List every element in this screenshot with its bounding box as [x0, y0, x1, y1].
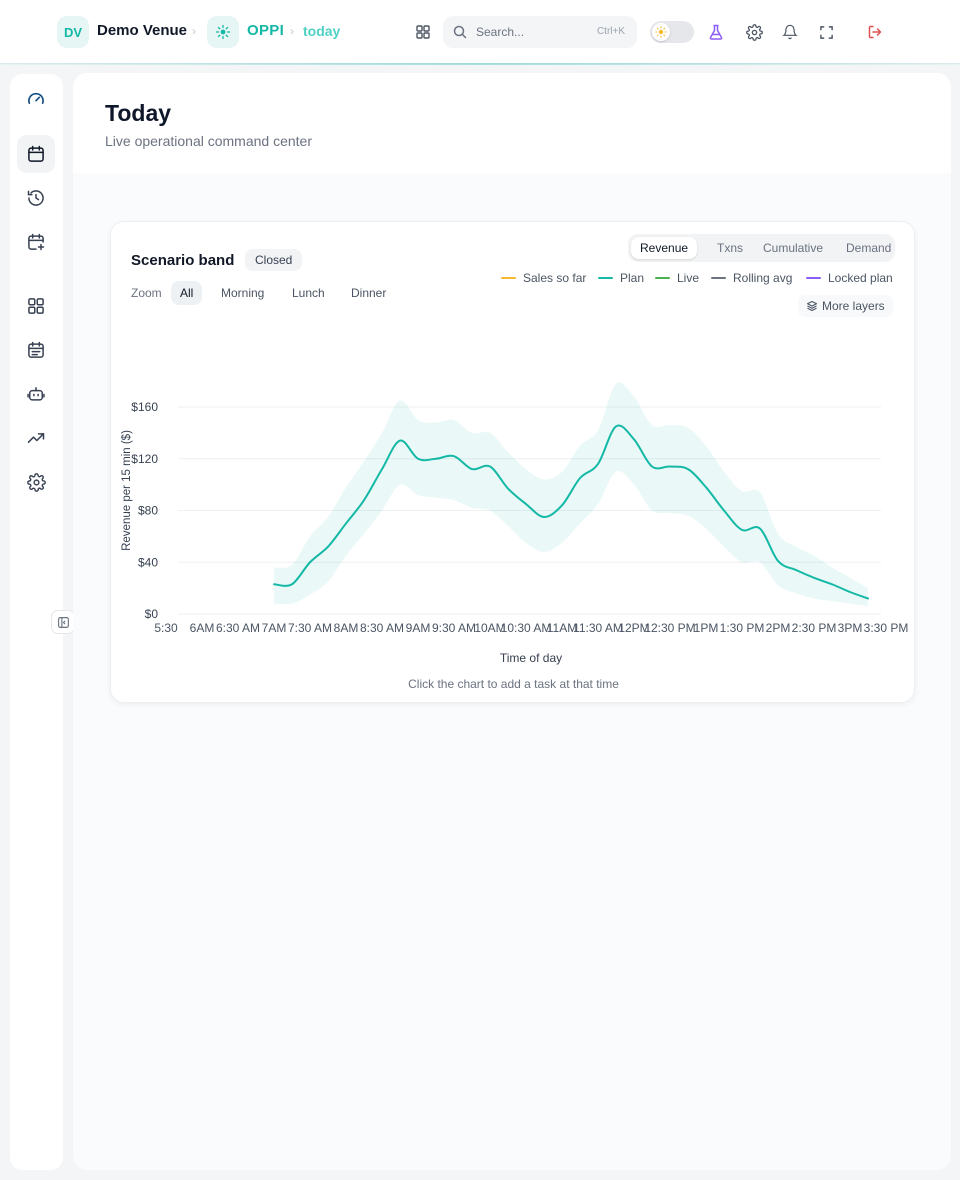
card-title: Scenario band: [131, 252, 235, 269]
x-tick-label: 12PM: [618, 621, 649, 635]
legend-swatch: [598, 277, 613, 279]
status-badge: Closed: [245, 249, 303, 271]
x-tick-label: 10AM: [474, 621, 505, 635]
legend-swatch: [501, 277, 516, 279]
bell-icon[interactable]: [778, 20, 802, 44]
legend-label: Sales so far: [523, 271, 587, 285]
zoom-lunch-button[interactable]: Lunch: [292, 286, 325, 300]
x-tick-label: 9AM: [406, 621, 431, 635]
gear-icon[interactable]: [742, 20, 766, 44]
x-tick-label: 7:30 AM: [288, 621, 332, 635]
tab-cumulative[interactable]: Cumulative: [763, 241, 824, 255]
legend-item[interactable]: Locked plan: [806, 270, 893, 286]
x-tick-label: 3PM: [838, 621, 863, 635]
zoom-morning-button[interactable]: Morning: [221, 286, 265, 300]
legend-swatch: [655, 277, 670, 279]
zoom-label: Zoom: [131, 286, 162, 300]
tab-revenue[interactable]: Revenue: [631, 237, 698, 259]
revenue-chart[interactable]: $0 $40 $80 $120 $160 5:30 6AM 6:30 AM 7AM 7:30 AM…: [111, 222, 916, 692]
calendar-icon[interactable]: [17, 135, 55, 173]
robot-icon[interactable]: [17, 375, 55, 413]
legend-label: Locked plan: [828, 271, 893, 285]
fullscreen-icon[interactable]: [814, 20, 838, 44]
venue-name[interactable]: Demo Venue: [97, 22, 188, 39]
chart-hint: Click the chart to add a task at that ti…: [408, 677, 619, 691]
search-input[interactable]: Search... Ctrl+K: [443, 16, 637, 48]
app-logo-icon[interactable]: [207, 16, 239, 48]
plan-series-line: [273, 424, 869, 600]
history-icon[interactable]: [17, 179, 55, 217]
y-tick-label: $0: [145, 607, 159, 621]
x-axis-label: Time of day: [500, 651, 562, 665]
x-tick-label: 3:30 PM: [864, 621, 909, 635]
y-tick-label: $160: [131, 400, 158, 414]
breadcrumb-separator: ›: [192, 24, 196, 38]
metric-tabs: Revenue Txns Cumulative Demand: [628, 234, 895, 262]
apps-grid-icon[interactable]: [411, 20, 435, 44]
breadcrumb-current-page: today: [303, 23, 341, 39]
zoom-all-button[interactable]: All: [171, 281, 203, 305]
trend-icon[interactable]: [17, 419, 55, 457]
logout-icon[interactable]: [863, 20, 887, 44]
page-title: Today: [105, 100, 172, 126]
sidebar-collapse-icon[interactable]: [51, 610, 75, 634]
search-shortcut: Ctrl+K: [596, 26, 625, 37]
x-tick-label: 5:30: [154, 621, 178, 635]
breadcrumb-separator: ›: [290, 24, 294, 38]
tab-txns[interactable]: Txns: [717, 241, 744, 255]
x-tick-label: 10:30 AM: [501, 621, 552, 635]
x-tick-label: 8:30 AM: [360, 621, 404, 635]
venue-avatar[interactable]: DV: [57, 16, 89, 48]
settings-icon[interactable]: [17, 463, 55, 501]
legend-swatch: [711, 277, 726, 279]
x-tick-label: 7AM: [262, 621, 287, 635]
scenario-band-card: Scenario band Closed Zoom All Morning Lu…: [110, 221, 915, 703]
x-tick-label: 11:30 AM: [573, 621, 623, 635]
sun-icon: [652, 23, 670, 41]
page-subtitle: Live operational command center: [105, 133, 313, 149]
x-tick-label: 9:30 AM: [432, 621, 476, 635]
schedule-list-icon[interactable]: [17, 331, 55, 369]
app-name[interactable]: OPPI: [247, 22, 285, 39]
legend-item[interactable]: Plan: [598, 270, 644, 286]
more-layers-button[interactable]: More layers: [798, 295, 893, 317]
search-placeholder: Search...: [476, 25, 525, 39]
scenario-band: [274, 382, 868, 607]
page-header: Today Live operational command center: [73, 73, 951, 173]
legend-item[interactable]: Live: [655, 270, 699, 286]
x-tick-label: 1:30 PM: [720, 621, 765, 635]
x-tick-label: 11AM: [547, 621, 577, 635]
flask-icon[interactable]: [704, 20, 728, 44]
dashboard-gauge-icon[interactable]: [17, 80, 55, 118]
zoom-dinner-button[interactable]: Dinner: [351, 286, 387, 300]
grid-icon[interactable]: [17, 287, 55, 325]
calendar-plus-icon[interactable]: [17, 223, 55, 261]
legend-label: Live: [677, 271, 700, 285]
x-tick-label: 6:30 AM: [216, 621, 260, 635]
layers-icon: [806, 300, 818, 312]
x-tick-label: 2:30 PM: [792, 621, 837, 635]
legend-label: Plan: [620, 271, 645, 285]
legend-label: Rolling avg: [733, 271, 793, 285]
theme-toggle[interactable]: [650, 21, 694, 43]
tab-demand[interactable]: Demand: [846, 241, 892, 255]
top-bar: DV Demo Venue › OPPI › today Search... C…: [0, 0, 960, 64]
legend-item[interactable]: Sales so far: [501, 270, 586, 286]
y-axis-label: Revenue per 15 min ($): [121, 430, 133, 551]
x-tick-label: 1PM: [694, 621, 719, 635]
x-tick-label: 6AM: [190, 621, 215, 635]
y-tick-label: $40: [138, 555, 158, 569]
y-tick-label: $80: [138, 504, 158, 518]
y-tick-label: $120: [131, 452, 158, 466]
legend-item[interactable]: Rolling avg: [711, 270, 792, 286]
legend-swatch: [806, 277, 821, 279]
more-layers-label: More layers: [822, 299, 885, 313]
search-icon: [452, 24, 468, 45]
x-tick-label: 12:30 PM: [644, 621, 695, 635]
x-tick-label: 2PM: [766, 621, 791, 635]
top-bar-accent-line: [0, 63, 960, 65]
x-tick-label: 8AM: [334, 621, 359, 635]
